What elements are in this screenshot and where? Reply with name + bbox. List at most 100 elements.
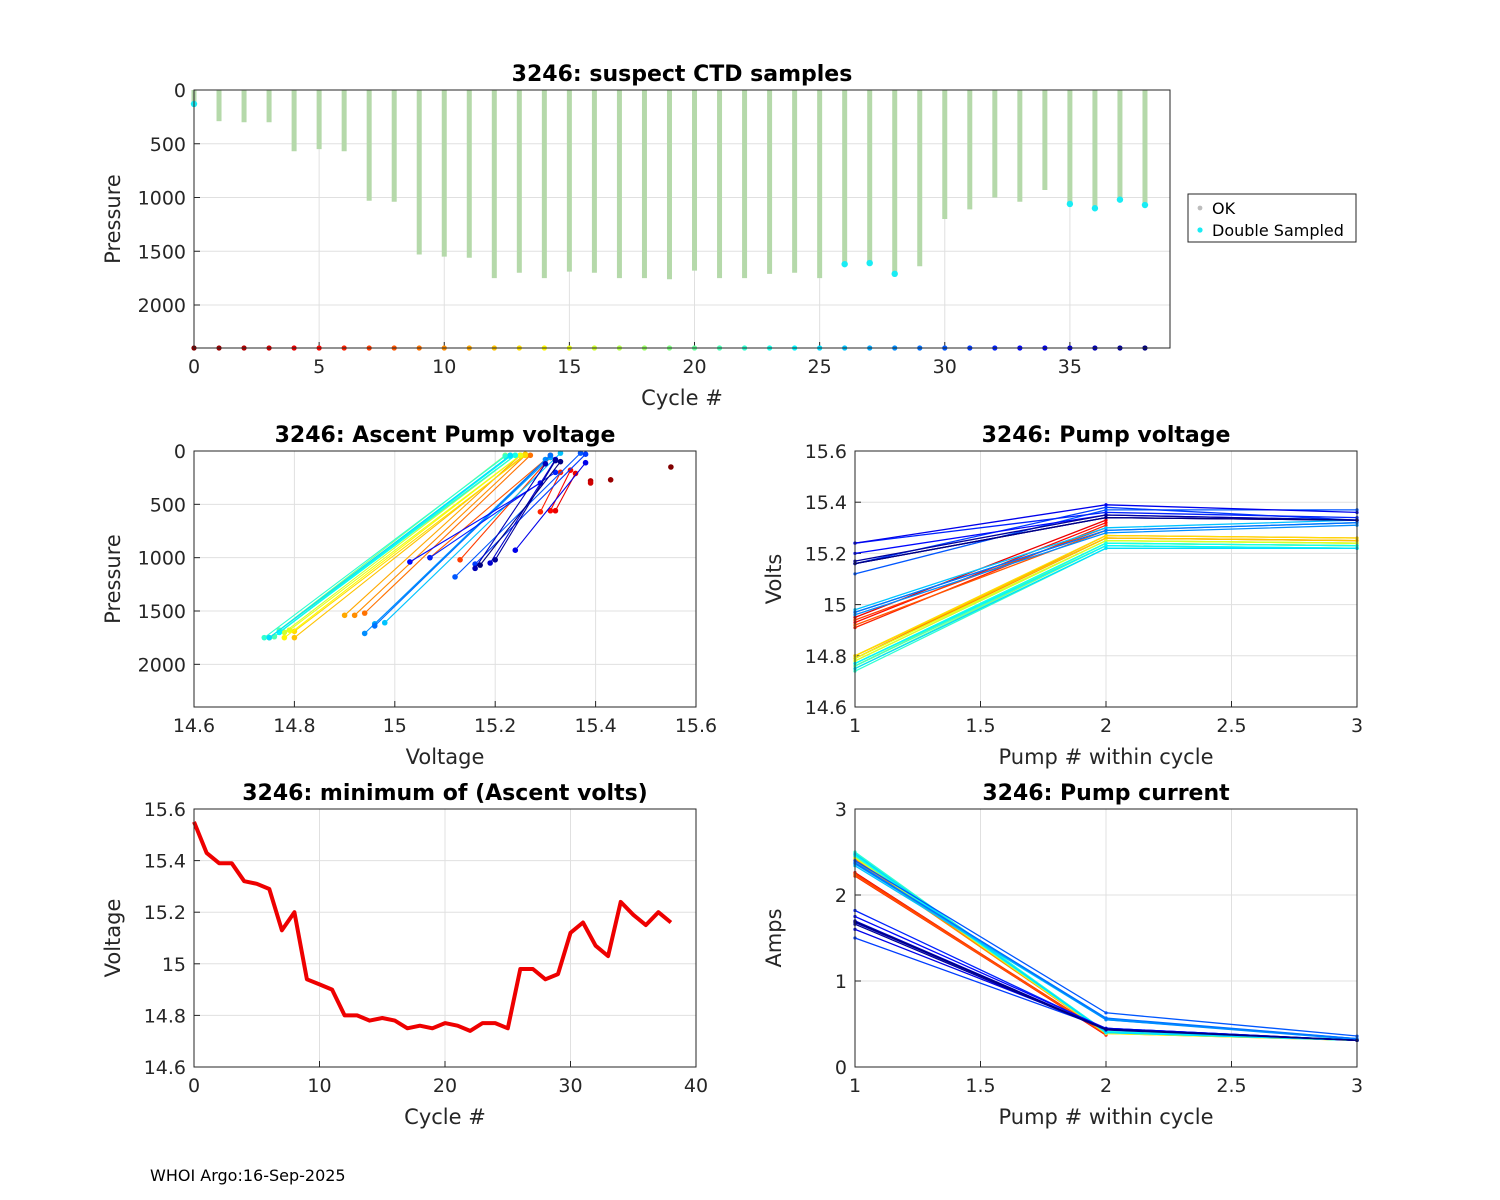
legend-double-label: Double Sampled: [1212, 221, 1344, 240]
ascent-series-line: [374, 454, 551, 627]
data-layer: [190, 90, 1149, 351]
y-axis-label: Voltage: [101, 899, 125, 978]
axes-frame: [854, 808, 1358, 1068]
double-sampled-point: [866, 259, 873, 267]
legend-box: [1187, 193, 1357, 243]
y-tick-label: 2: [835, 885, 847, 907]
chart-minv: 0 10 20 30 40 14.6 14.8 15 15.2 15.4 15.6 3246: min…: [101, 781, 708, 1129]
ascent-point: [542, 461, 549, 467]
ascent-point: [281, 634, 288, 641]
y-tick-label: 0: [174, 441, 186, 463]
ascent-point: [557, 458, 564, 465]
pumpv-point: [1104, 515, 1108, 520]
data-layer: [853, 503, 1359, 673]
pumpv-point: [1104, 533, 1108, 538]
ascent-point: [492, 557, 499, 563]
ascent-series-line: [454, 452, 581, 578]
y-tick-label: 500: [150, 494, 186, 516]
y-tick-label: 15.4: [805, 492, 847, 514]
ascent-point: [522, 452, 529, 459]
y-tick-label: 15.2: [805, 543, 847, 565]
pumpv-point: [1104, 505, 1108, 509]
x-tick-label: 15.4: [574, 715, 616, 737]
y-tick-label: 2000: [138, 654, 186, 676]
chart-title: 3246: minimum of (Ascent volts): [242, 781, 648, 806]
x-tick-label: 35: [1058, 356, 1082, 378]
x-tick-label: 14.6: [173, 715, 215, 737]
ascent-series-line: [278, 455, 511, 633]
pumpc-point: [1104, 1027, 1108, 1031]
ascent-point: [361, 610, 368, 616]
double-sampled-point: [1116, 196, 1124, 203]
ascent-point: [552, 457, 559, 464]
pumpv-point: [1104, 541, 1108, 545]
pumpc-series-line: [854, 872, 1107, 1035]
ascent-point: [547, 452, 554, 459]
ascent-series-line: [289, 454, 521, 631]
x-tick-label: 0: [188, 356, 200, 378]
ascent-series-line: [489, 459, 556, 564]
pumpv-point: [1104, 544, 1108, 548]
pumpv-point: [1104, 546, 1108, 550]
x-tick-label: 2: [1100, 1075, 1112, 1097]
y-tick-label: 14.6: [805, 697, 847, 719]
data-layer: [192, 821, 673, 1033]
ascent-point: [291, 628, 298, 635]
x-tick-label: 20: [433, 1075, 457, 1097]
ascent-point: [371, 623, 378, 629]
y-axis-label: Amps: [762, 908, 786, 967]
ascent-point: [582, 451, 589, 458]
x-axis-label: Voltage: [406, 745, 485, 769]
pumpv-point: [1104, 513, 1108, 517]
ascent-point: [552, 507, 559, 514]
ascent-point: [507, 452, 514, 459]
y-tick-label: 0: [174, 80, 186, 102]
chart-title: 3246: Ascent Pump voltage: [275, 423, 616, 448]
ascent-series-line: [474, 463, 546, 569]
x-tick-label: 2.5: [1216, 715, 1246, 737]
ascent-series-line: [354, 454, 526, 616]
ascent-point: [552, 469, 559, 476]
y-tick-label: 15.6: [805, 441, 847, 463]
pumpv-series-line: [854, 522, 1107, 624]
ascent-point: [381, 619, 388, 626]
chart-title: 3246: suspect CTD samples: [512, 62, 853, 87]
pumpc-series-line: [854, 874, 1107, 1035]
chart-ctd: 0 5 10 15 20 25 30 35 0 500 1000 1500 2000 3246: susp…: [101, 62, 1357, 410]
plot-area: [194, 451, 696, 707]
x-tick-label: 3: [1351, 1075, 1363, 1097]
ascent-point: [351, 612, 358, 619]
y-tick-label: 1000: [138, 548, 186, 570]
x-tick-label: 15: [383, 715, 407, 737]
ascent-series-line: [479, 461, 561, 566]
x-tick-label: 2: [1100, 715, 1112, 737]
pumpc-point: [1104, 1016, 1108, 1020]
pumpv-point: [1104, 528, 1108, 532]
ascent-point: [281, 629, 288, 636]
pumpv-point: [1104, 503, 1108, 507]
y-tick-label: 1500: [138, 241, 186, 263]
x-axis-label: Pump # within cycle: [999, 745, 1214, 769]
x-tick-label: 1: [849, 715, 861, 737]
pumpv-point: [1104, 539, 1108, 543]
ascent-point: [607, 477, 614, 483]
pumpv-point: [1104, 521, 1108, 525]
double-sampled-point: [1066, 200, 1074, 208]
pumpv-series-line: [854, 524, 1107, 629]
pumpv-point: [1104, 510, 1108, 515]
x-tick-label: 0: [188, 1075, 200, 1097]
ascent-point: [567, 467, 574, 474]
x-tick-label: 15: [557, 356, 581, 378]
ascent-point: [547, 507, 554, 514]
ascent-series-line: [263, 455, 506, 639]
ascent-point: [527, 452, 534, 459]
ascent-point: [557, 450, 564, 456]
ascent-point: [587, 480, 594, 486]
x-tick-label: 40: [684, 1075, 708, 1097]
chart-ascent: 14.6 14.8 15 15.2 15.4 15.6 0 500 1000 1500 2000 32…: [101, 423, 717, 769]
double-sampled-point: [1091, 205, 1099, 212]
x-tick-label: 15.6: [675, 715, 717, 737]
legend-ok-label: OK: [1212, 199, 1236, 218]
axes-frame: [193, 89, 1171, 349]
pumpv-point: [1104, 508, 1108, 512]
